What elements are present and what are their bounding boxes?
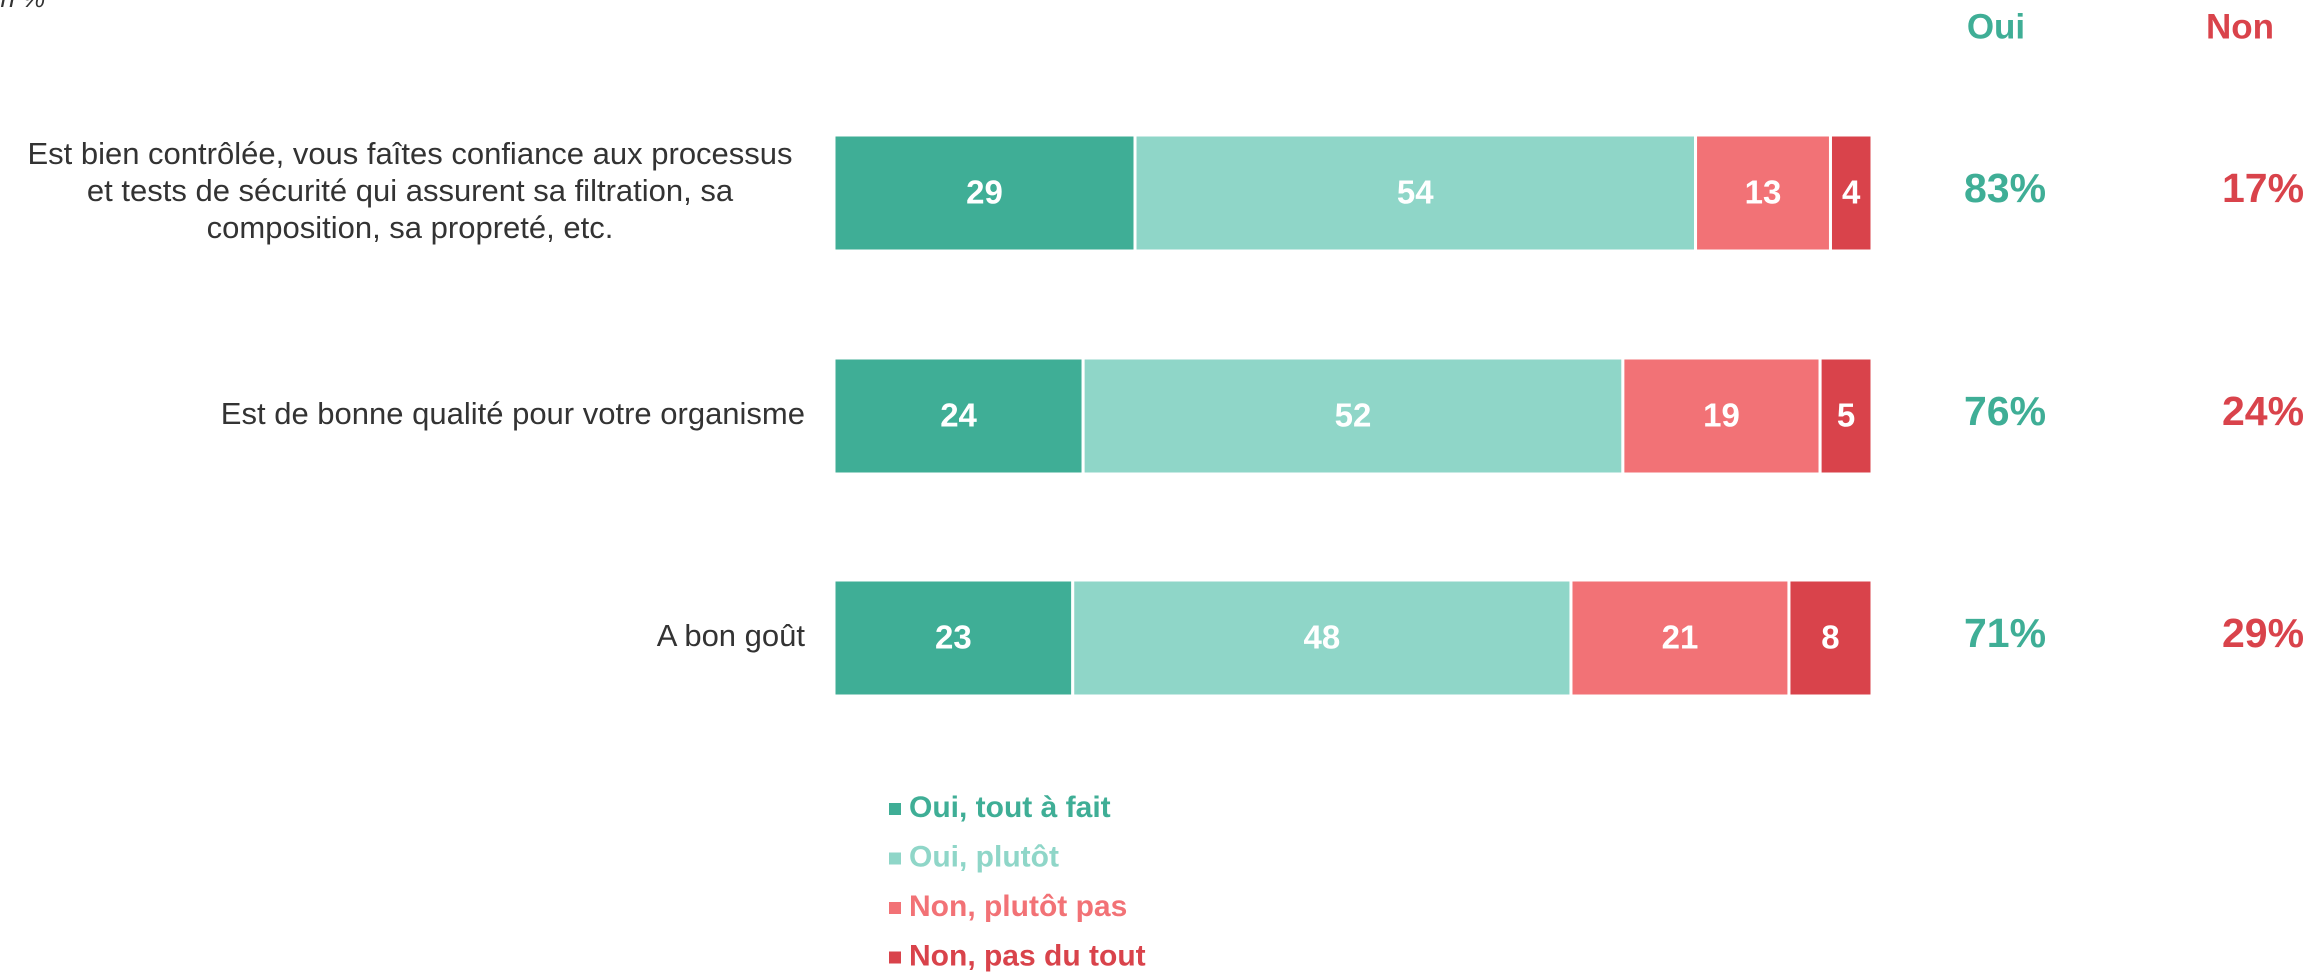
bar-segment (832, 578, 1075, 698)
bar-segment (1621, 356, 1822, 476)
legend-swatch (889, 902, 901, 914)
bar-value-label: 48 (1304, 619, 1341, 656)
bar-value-label: 8 (1821, 619, 1839, 656)
bar-value-label: 24 (940, 397, 977, 434)
category-label: Est de bonne qualité pour votre organism… (221, 396, 805, 431)
legend-swatch (889, 852, 901, 865)
category-label: Est bien contrôlée, vous faîtes confianc… (27, 136, 792, 171)
legend-swatch (889, 951, 901, 964)
bar-value-label: 21 (1662, 619, 1699, 656)
bar-segment (1818, 356, 1874, 476)
bar-segment (1694, 133, 1832, 253)
total-label: 71% (1964, 610, 2046, 656)
category-label: A bon goût (657, 618, 806, 653)
bar-value-label: 52 (1335, 397, 1372, 434)
bar-segment (1071, 578, 1573, 698)
bar-value-label: 29 (966, 174, 1003, 211)
bar-segment (1828, 133, 1874, 253)
bar-value-label: 4 (1842, 174, 1861, 211)
total-label: 76% (1964, 388, 2046, 434)
chart-subtitle: en % (0, 0, 45, 13)
legend-label: Non, plutôt pas (909, 890, 1127, 923)
total-label: 17% (2222, 165, 2304, 211)
bar-value-label: 54 (1397, 174, 1434, 211)
bar-segment (1081, 356, 1625, 476)
bar-value-label: 13 (1745, 174, 1782, 211)
bar-value-label: 5 (1837, 397, 1855, 434)
legend-label: Non, pas du tout (909, 939, 1146, 972)
category-label: composition, sa propreté, etc. (207, 210, 614, 245)
bar-value-label: 19 (1703, 397, 1740, 434)
bar-segment (832, 356, 1085, 476)
legend-swatch (889, 803, 901, 815)
legend-label: Oui, tout à fait (909, 791, 1111, 824)
total-label: 24% (2222, 388, 2304, 434)
column-header: Non (2206, 7, 2274, 46)
legend-label: Oui, plutôt (909, 840, 1059, 873)
bar-value-label: 23 (935, 619, 972, 656)
total-label: 29% (2222, 610, 2304, 656)
bar-segment (1133, 133, 1698, 253)
bar-segment (1787, 578, 1874, 698)
bar-segment (832, 133, 1137, 253)
column-header: Oui (1967, 7, 2025, 46)
category-label: et tests de sécurité qui assurent sa fil… (87, 173, 734, 208)
total-label: 83% (1964, 165, 2046, 211)
